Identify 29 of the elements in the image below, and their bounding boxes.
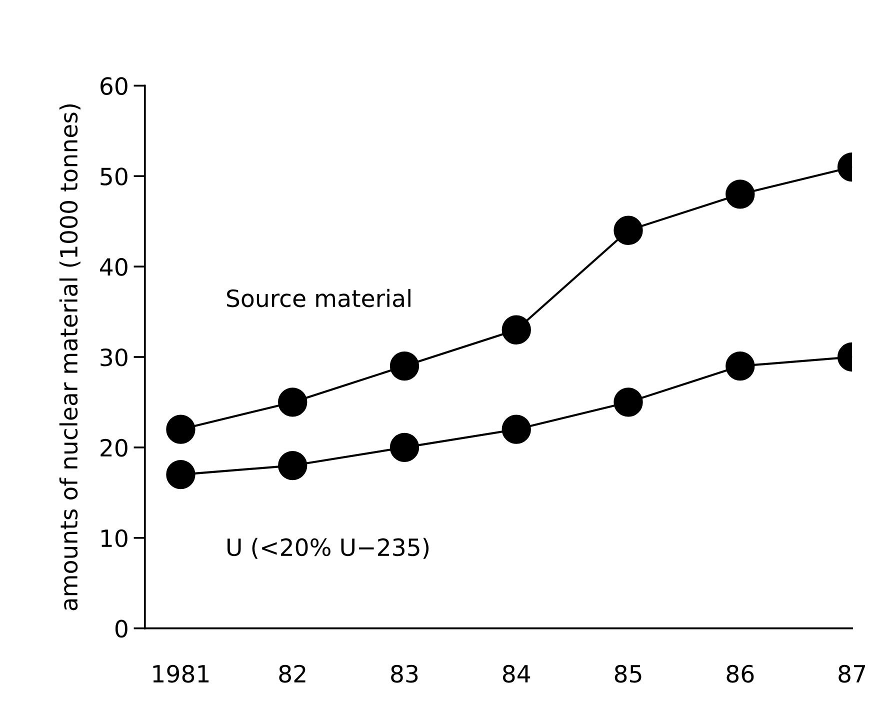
point: [390, 432, 420, 462]
x-tick-label: 84: [502, 664, 530, 683]
x-tick-label: 87: [838, 664, 866, 683]
y-tick-label: 20: [100, 438, 128, 457]
point: [166, 460, 196, 490]
point: [614, 216, 643, 245]
y-tick-label: 30: [100, 348, 128, 366]
y-tick-label: 0: [115, 620, 128, 638]
point: [278, 450, 308, 480]
point: [726, 351, 755, 381]
x-tick-label: 86: [726, 664, 754, 683]
y-tick-label: 60: [100, 77, 128, 95]
x-tick-label: 83: [391, 664, 418, 683]
x-tick-label: 82: [279, 664, 306, 683]
point: [278, 388, 308, 417]
point: [390, 351, 420, 381]
y-tick-label: 10: [101, 529, 128, 548]
x-tick-label: 85: [614, 664, 642, 683]
x-tick-label: 1981: [153, 664, 209, 683]
point: [166, 414, 196, 444]
series-label: Source material: [227, 288, 410, 308]
point: [502, 315, 531, 344]
y-axis-title: amounts of nuclear material (1000 tonnes): [59, 104, 80, 610]
y-tick-label: 40: [100, 258, 128, 276]
text: U (<20% U−235): [228, 538, 429, 559]
point: [726, 180, 755, 209]
y-tick-label: 50: [100, 168, 128, 186]
point: [614, 388, 643, 417]
point: [502, 414, 531, 444]
